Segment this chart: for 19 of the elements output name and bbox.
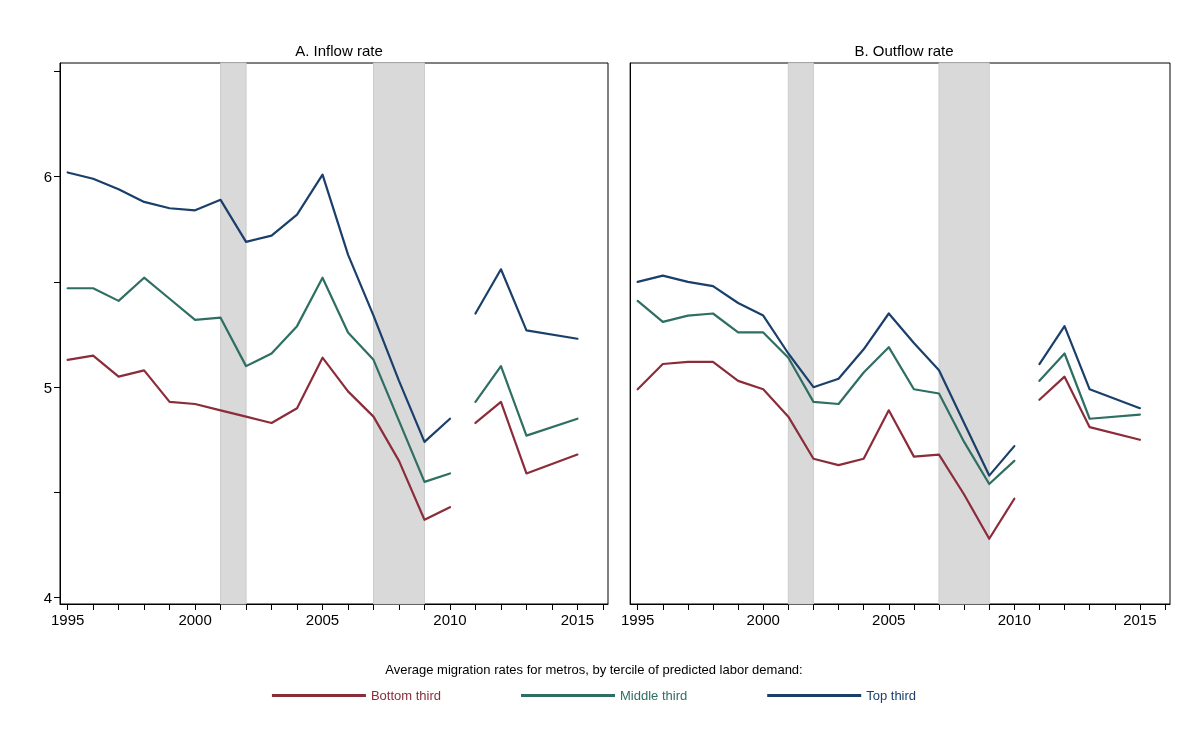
x-tick-label: 2010 [997,611,1032,628]
x-tick-label: 2010 [433,611,467,628]
x-tick-label: 1995 [50,611,85,628]
y-tick-label: 4 [43,589,52,607]
x-tick-label: 2015 [1123,611,1157,628]
y-tick-label: 6 [43,168,52,186]
x-tick-label: 2005 [305,611,340,628]
x-tick-label: 2005 [872,611,906,628]
text: Middle third [620,688,688,703]
x-tick-label: 2000 [178,611,212,628]
y-tick-label: 5 [43,378,52,396]
text: Bottom third [370,688,442,703]
legend-title: Average migration rates for metros, by tercile of predicted labor demand: [385,662,803,677]
x-tick-label: 2000 [746,611,780,628]
x-tick-label: 2015 [560,611,595,628]
text: Top third [866,688,917,703]
chart-title: B. Outflow rate [854,42,954,59]
x-tick-label: 1995 [621,611,655,628]
chart-title: A. Inflow rate [295,42,383,59]
